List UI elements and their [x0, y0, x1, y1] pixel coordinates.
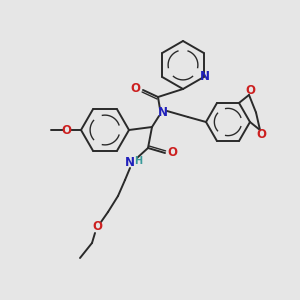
Text: H: H: [134, 156, 142, 166]
Text: N: N: [158, 106, 168, 118]
Text: O: O: [245, 84, 255, 98]
Text: O: O: [92, 220, 102, 233]
Text: O: O: [167, 146, 177, 158]
Text: N: N: [125, 155, 135, 169]
Text: O: O: [256, 128, 266, 140]
Text: N: N: [200, 70, 210, 83]
Text: O: O: [61, 124, 71, 136]
Text: O: O: [130, 82, 140, 95]
